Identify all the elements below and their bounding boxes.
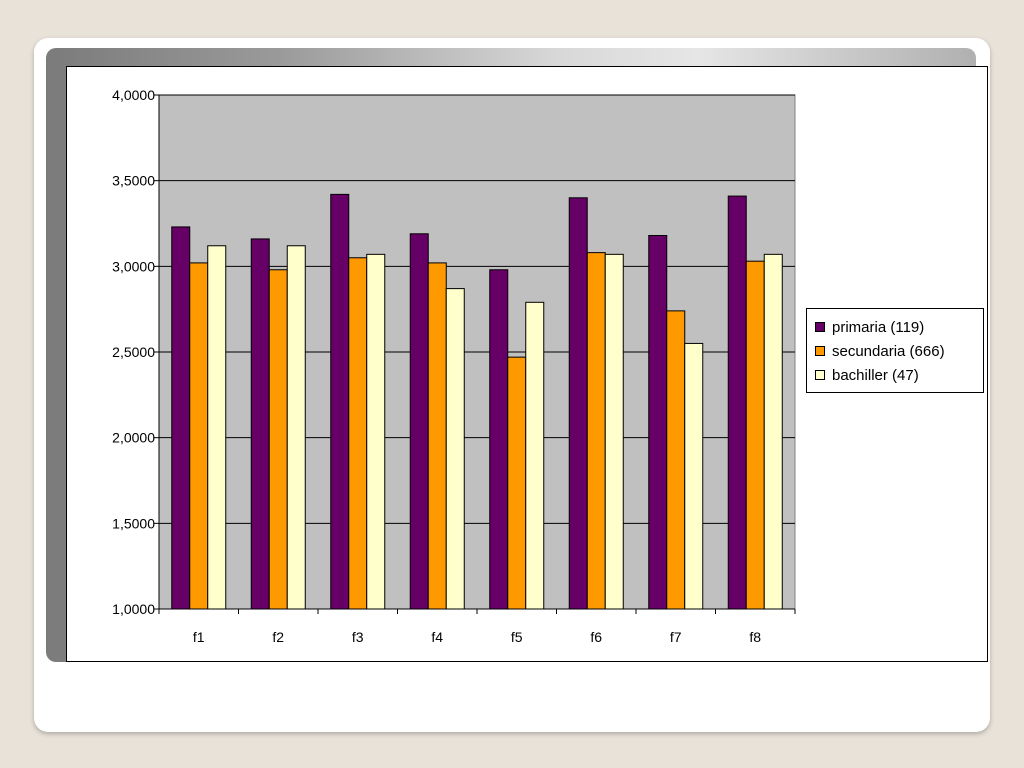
x-tick-label: f1 [193,629,205,645]
legend-item-secundaria: secundaria (666) [815,339,983,363]
x-tick-label: f4 [431,629,443,645]
bar-f5-series-1 [507,356,527,610]
legend-label-bachiller: bachiller (47) [832,366,919,384]
bar-f1-series-0 [171,226,191,610]
bar-f3-series-2 [366,253,386,610]
y-tick-label: 2,5000 [112,344,155,360]
bar-f7-series-2 [684,342,704,610]
x-tick-label: f7 [670,629,682,645]
bar-f5-series-0 [489,269,509,610]
y-tick-label: 4,0000 [112,87,155,103]
legend-swatch-primaria [815,322,825,332]
bar-f6-series-0 [568,197,588,610]
bar-f6-series-1 [586,252,606,610]
bar-f5-series-2 [525,301,545,610]
bar-f2-series-2 [286,245,306,610]
bar-f8-series-1 [745,260,765,610]
legend-label-primaria: primaria (119) [832,318,925,336]
bar-f7-series-1 [666,310,686,610]
bar-f8-series-2 [763,253,783,610]
x-tick-label: f3 [352,629,364,645]
legend-item-primaria: primaria (119) [815,315,983,339]
x-tick-label: f8 [749,629,761,645]
bar-f1-series-1 [189,262,209,610]
bar-f7-series-0 [648,234,668,610]
bar-f4-series-0 [409,233,429,610]
bar-f3-series-0 [330,193,350,610]
x-tick-label: f6 [590,629,602,645]
bar-f4-series-1 [427,262,447,610]
y-tick-label: 2,0000 [112,430,155,446]
bar-f2-series-1 [268,269,288,610]
chart-legend: primaria (119) secundaria (666) bachille… [806,308,984,393]
legend-label-secundaria: secundaria (666) [832,342,945,360]
y-tick-label: 3,5000 [112,173,155,189]
y-tick-label: 1,0000 [112,601,155,617]
bar-f6-series-2 [604,253,624,610]
y-tick-label: 1,5000 [112,515,155,531]
legend-item-bachiller: bachiller (47) [815,363,983,387]
x-tick-label: f2 [272,629,284,645]
bar-f2-series-0 [250,238,270,610]
legend-swatch-secundaria [815,346,825,356]
y-tick-label: 3,0000 [112,258,155,274]
bar-f4-series-2 [445,288,465,610]
legend-swatch-bachiller [815,370,825,380]
x-tick-label: f5 [511,629,523,645]
bar-f8-series-0 [727,195,747,610]
bar-f1-series-2 [207,245,227,610]
bar-f3-series-1 [348,257,368,610]
